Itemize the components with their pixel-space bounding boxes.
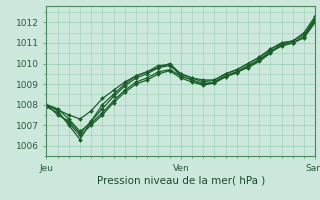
X-axis label: Pression niveau de la mer( hPa ): Pression niveau de la mer( hPa ) — [97, 175, 265, 185]
